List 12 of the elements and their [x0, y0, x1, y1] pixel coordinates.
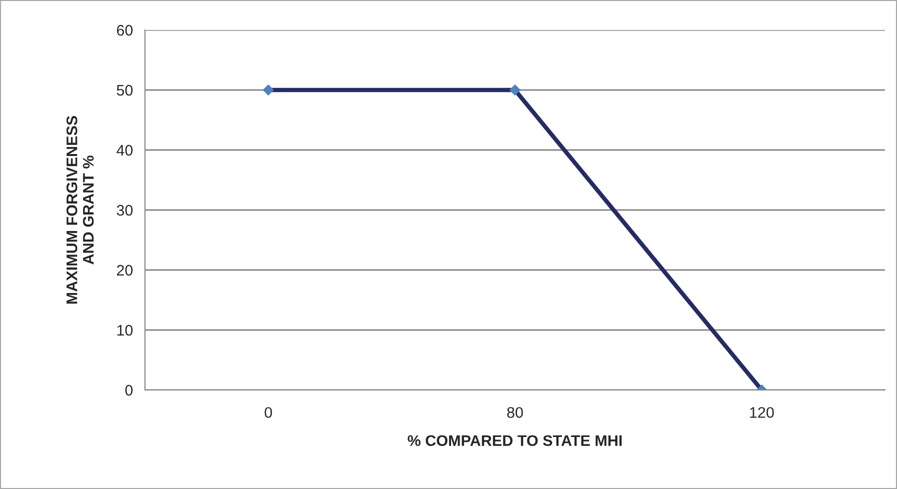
- y-tick-label: 10: [117, 324, 133, 336]
- y-tick-label: 30: [116, 204, 133, 216]
- y-tick-label: 60: [116, 24, 133, 36]
- y-tick-label: 40: [116, 144, 133, 156]
- y-tick-label: 50: [116, 84, 133, 96]
- x-tick-label: 0: [264, 407, 272, 418]
- x-tick-label: 120: [750, 407, 774, 418]
- y-axis-title: MAXIMUM FORGIVENESS AND GRANT %: [66, 116, 94, 304]
- x-tick-label: 80: [507, 407, 523, 418]
- x-axis-title: % COMPARED TO STATE MHI: [408, 435, 622, 446]
- y-tick-label: 0: [125, 384, 133, 396]
- y-tick-label: 20: [116, 264, 133, 276]
